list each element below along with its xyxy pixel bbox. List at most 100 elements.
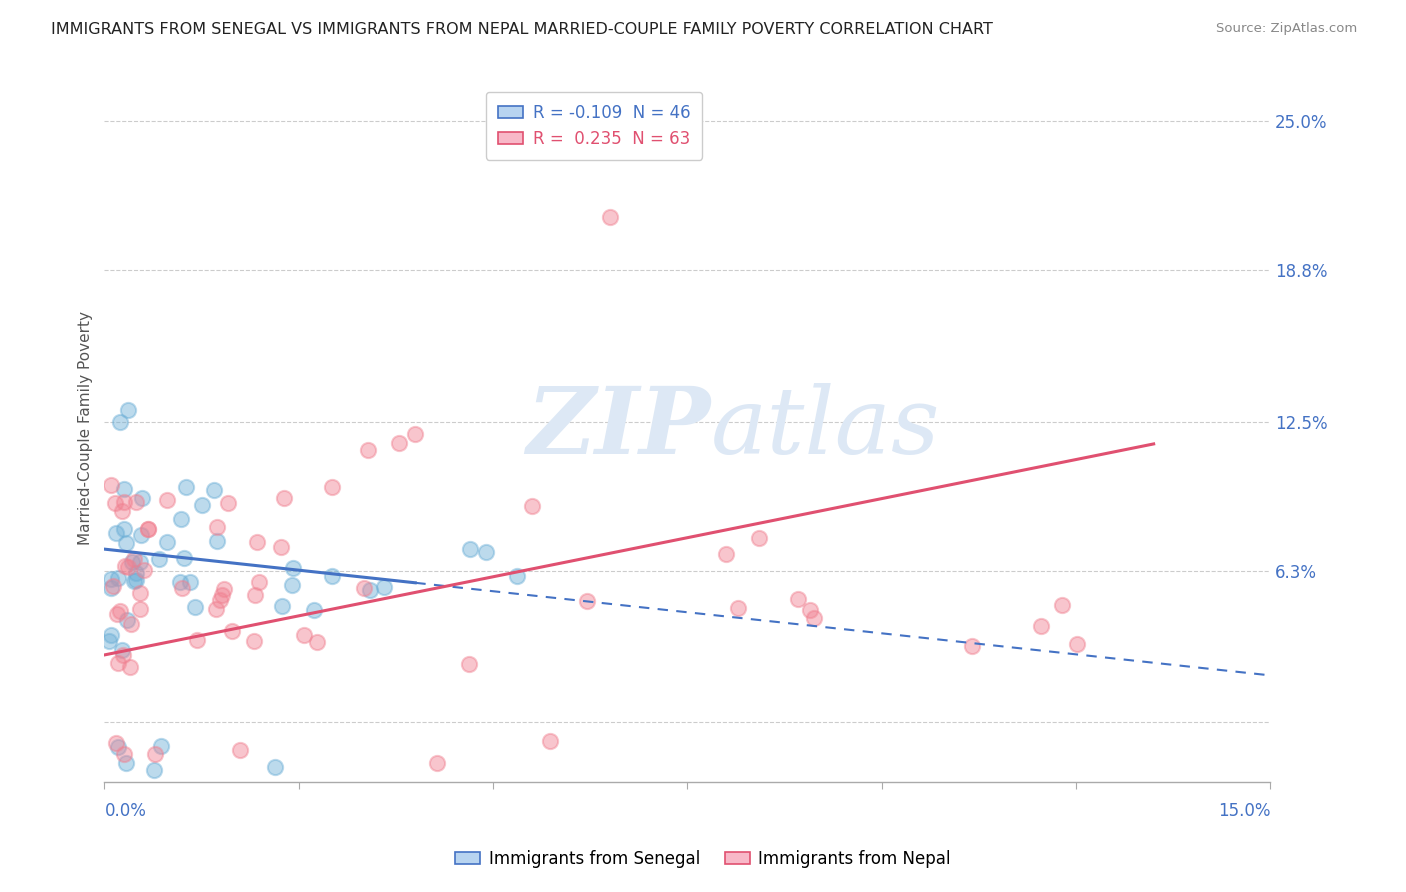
Point (124, 566, 146, 580)
Point (114, 536, 136, 550)
Point (205, 520, 228, 534)
Point (129, 555, 152, 569)
Point (273, 491, 295, 506)
Point (156, 493, 179, 508)
Point (100, 477, 122, 491)
Point (960, 639, 983, 653)
Point (125, 574, 148, 588)
Point (129, 602, 152, 616)
Point (115, 613, 138, 627)
Point (321, 569, 343, 583)
Point (281, 578, 304, 592)
Point (599, 211, 621, 225)
Point (520, 499, 543, 513)
Point (1050, 598, 1073, 612)
Point (112, 483, 135, 497)
Point (247, 574, 270, 589)
Point (404, 426, 426, 441)
Point (100, 572, 122, 586)
Point (112, 522, 135, 536)
Point (799, 603, 821, 617)
Point (120, 617, 142, 632)
Point (117, 560, 139, 574)
Point (538, 734, 561, 748)
Point (105, 736, 128, 750)
Point (121, 555, 143, 569)
Point (169, 574, 191, 589)
Point (136, 522, 159, 536)
Text: atlas: atlas (710, 383, 941, 473)
Text: Source: ZipAtlas.com: Source: ZipAtlas.com (1216, 22, 1357, 36)
Point (212, 582, 235, 597)
Point (111, 504, 134, 518)
Point (143, 747, 166, 761)
Point (112, 648, 135, 662)
Point (321, 480, 343, 494)
Point (107, 571, 129, 585)
Y-axis label: Married-Couple Family Poverty: Married-Couple Family Poverty (79, 310, 93, 545)
Point (131, 491, 153, 505)
Point (803, 611, 825, 625)
Point (373, 580, 395, 594)
Point (1031, 618, 1053, 632)
Point (110, 643, 132, 657)
Text: 15.0%: 15.0% (1218, 802, 1270, 820)
Point (283, 560, 305, 574)
Point (101, 579, 124, 593)
Point (122, 552, 145, 566)
Point (748, 531, 770, 545)
Point (271, 599, 294, 614)
Point (117, 402, 139, 417)
Text: IMMIGRANTS FROM SENEGAL VS IMMIGRANTS FROM NEPAL MARRIED-COUPLE FAMILY POVERTY C: IMMIGRANTS FROM SENEGAL VS IMMIGRANTS FR… (51, 22, 993, 37)
Point (727, 601, 749, 615)
Legend: R = -0.109  N = 46, R =  0.235  N = 63: R = -0.109 N = 46, R = 0.235 N = 63 (486, 92, 702, 160)
Legend: Immigrants from Senegal, Immigrants from Nepal: Immigrants from Senegal, Immigrants from… (449, 844, 957, 875)
Point (714, 547, 737, 561)
Point (170, 512, 193, 526)
Point (128, 586, 150, 600)
Point (104, 495, 127, 509)
Point (211, 588, 233, 602)
Point (125, 495, 148, 509)
Point (356, 443, 378, 458)
Point (243, 588, 266, 602)
Point (174, 480, 197, 494)
Point (114, 756, 136, 771)
Text: ZIP: ZIP (526, 383, 710, 473)
Point (107, 656, 129, 670)
Point (112, 495, 135, 509)
Point (205, 533, 228, 548)
Point (179, 574, 201, 589)
Point (186, 633, 208, 648)
Point (353, 581, 375, 595)
Point (229, 743, 252, 757)
Point (221, 624, 243, 638)
Point (172, 581, 194, 595)
Point (108, 415, 131, 429)
Point (148, 552, 170, 566)
Point (359, 582, 381, 597)
Point (118, 660, 141, 674)
Point (108, 604, 131, 618)
Point (173, 550, 195, 565)
Point (202, 483, 225, 497)
Point (132, 563, 155, 577)
Point (263, 760, 285, 774)
Point (190, 498, 212, 512)
Point (506, 569, 529, 583)
Point (458, 542, 481, 557)
Point (243, 634, 266, 648)
Point (1066, 637, 1088, 651)
Point (98, 634, 121, 648)
Point (388, 436, 411, 450)
Point (270, 540, 292, 554)
Point (457, 657, 479, 671)
Point (105, 607, 128, 622)
Point (104, 525, 127, 540)
Point (150, 739, 173, 754)
Point (204, 602, 226, 616)
Point (302, 602, 325, 616)
Point (114, 747, 136, 761)
Point (787, 591, 810, 606)
Point (107, 740, 129, 755)
